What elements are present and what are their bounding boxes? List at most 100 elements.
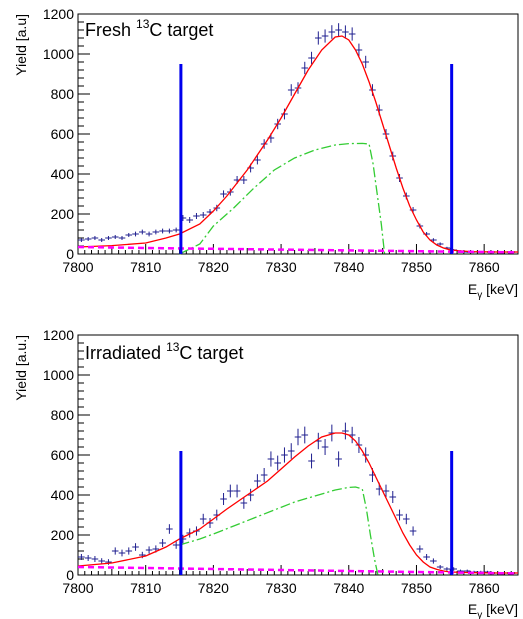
x-tick-label: 7820 — [198, 580, 229, 596]
data-point — [172, 541, 180, 549]
chart-title: Fresh 13C target — [85, 17, 213, 40]
data-point — [430, 238, 437, 242]
y-tick-label: 600 — [51, 447, 75, 463]
data-point — [362, 55, 369, 69]
y-tick-labels: 0 200 400 600 800 1000 1200 — [43, 327, 74, 583]
panel-fresh: 7800 7810 7820 7830 7840 7850 7860 0 200… — [13, 6, 519, 301]
data-point — [166, 524, 173, 534]
data-point — [267, 451, 275, 467]
background-curve — [77, 565, 519, 575]
data-point — [220, 190, 227, 198]
data-point — [227, 484, 234, 498]
data-point — [240, 176, 248, 184]
x-tick-label: 7810 — [130, 259, 161, 275]
data-point — [355, 43, 363, 57]
data-point — [308, 51, 315, 65]
data-point — [281, 108, 288, 120]
x-tick-label: 7850 — [401, 259, 432, 275]
data-point — [132, 543, 139, 551]
data-point — [430, 558, 437, 564]
data-point — [159, 539, 166, 547]
x-tick-label: 7800 — [62, 580, 93, 596]
data-point — [321, 439, 329, 455]
x-tick-label: 7860 — [469, 259, 500, 275]
data-point — [118, 236, 126, 240]
data-point — [111, 235, 119, 239]
y-tick-labels: 0 200 400 600 800 1000 1200 — [43, 6, 74, 262]
data-point — [342, 25, 349, 39]
data-point — [301, 426, 309, 444]
data-point — [125, 547, 133, 555]
data-point — [193, 213, 200, 219]
x-tick-labels: 7800 7810 7820 7830 7840 7850 7860 — [62, 580, 500, 596]
data-point — [348, 27, 356, 41]
data-point — [91, 236, 99, 240]
data-point — [125, 233, 133, 237]
x-tick-label: 7810 — [130, 580, 161, 596]
data-point — [247, 488, 254, 502]
data-point — [423, 554, 430, 560]
data-point — [443, 567, 451, 571]
data-point — [254, 155, 261, 165]
x-tick-label: 7850 — [401, 580, 432, 596]
data-point — [260, 468, 268, 482]
y-tick-label: 0 — [66, 246, 74, 262]
data-point — [84, 555, 92, 561]
x-tick-label: 7860 — [469, 580, 500, 596]
data-point — [315, 31, 322, 45]
data-point — [436, 242, 444, 246]
data-point — [403, 513, 410, 525]
data-marks — [77, 23, 519, 255]
y-tick-label: 1200 — [43, 327, 74, 343]
data-point — [159, 228, 166, 234]
y-tick-label: 600 — [51, 126, 75, 142]
x-tick-label: 7820 — [198, 259, 229, 275]
data-point — [199, 212, 207, 218]
data-point — [240, 497, 248, 509]
x-tick-label: 7840 — [333, 580, 364, 596]
y-tick-label: 200 — [51, 527, 75, 543]
data-point — [78, 554, 85, 560]
data-point — [294, 428, 302, 446]
x-axis-label: Eγ [keV] — [468, 601, 518, 619]
data-point — [111, 547, 119, 555]
data-point — [342, 422, 349, 440]
data-point — [328, 25, 336, 39]
fit-curve — [77, 35, 518, 253]
y-tick-label: 400 — [51, 487, 75, 503]
background-curve — [77, 245, 519, 254]
data-point — [396, 509, 403, 521]
data-point — [132, 231, 139, 237]
data-point — [172, 227, 180, 233]
data-point — [274, 455, 281, 471]
y-axis-label: Yield [a.u] — [13, 14, 29, 76]
peak-component-curve — [179, 486, 379, 576]
data-point — [78, 238, 85, 242]
data-point — [199, 513, 207, 525]
data-point — [281, 447, 288, 463]
data-point — [348, 426, 356, 444]
data-point — [186, 217, 193, 223]
data-point — [220, 493, 227, 505]
data-point — [91, 556, 99, 562]
x-tick-labels: 7800 7810 7820 7830 7840 7850 7860 — [62, 259, 500, 275]
data-point — [166, 228, 173, 234]
axis-ticks — [77, 334, 519, 576]
data-point — [301, 61, 309, 75]
data-point — [335, 451, 342, 467]
y-tick-label: 800 — [51, 407, 75, 423]
data-point — [98, 558, 105, 564]
x-tick-label: 7840 — [333, 259, 364, 275]
data-point — [409, 526, 417, 536]
data-point — [389, 491, 397, 503]
y-tick-label: 400 — [51, 166, 75, 182]
data-point — [287, 443, 295, 459]
y-tick-label: 1000 — [43, 367, 74, 383]
data-point — [152, 229, 160, 235]
y-tick-label: 800 — [51, 86, 75, 102]
x-axis-label: Eγ [keV] — [468, 281, 518, 301]
fit-curve — [77, 432, 518, 574]
y-tick-label: 200 — [51, 206, 75, 222]
peak-component-curve — [179, 142, 386, 255]
